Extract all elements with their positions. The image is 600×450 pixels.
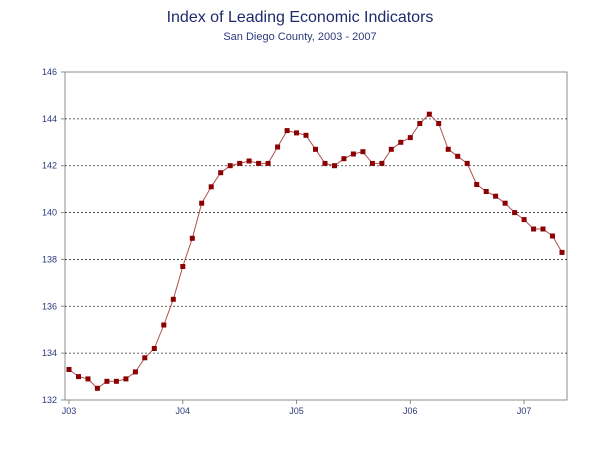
- data-point: [132, 369, 138, 375]
- data-point: [369, 160, 375, 166]
- chart-title: Index of Leading Economic Indicators: [166, 9, 434, 26]
- data-point: [313, 146, 318, 152]
- y-tick-label: 136: [42, 301, 57, 311]
- data-point: [256, 160, 262, 166]
- data-point: [332, 163, 337, 169]
- data-point: [208, 184, 214, 190]
- chart-subtitle: San Diego County, 2003 - 2007: [223, 31, 377, 43]
- data-point: [227, 163, 233, 169]
- data-point: [379, 160, 385, 166]
- data-point: [559, 249, 565, 255]
- data-point: [322, 160, 328, 166]
- data-point: [94, 385, 100, 391]
- data-point: [493, 193, 499, 199]
- y-tick-label: 140: [42, 208, 57, 218]
- data-point: [237, 160, 243, 166]
- data-point: [502, 200, 508, 206]
- x-tick-label: J04: [176, 406, 191, 416]
- y-tick-label: 138: [42, 254, 57, 264]
- x-axis: J03 J04 J05 J06 J07: [62, 400, 532, 416]
- data-point: [113, 378, 119, 384]
- data-point: [464, 160, 470, 166]
- data-point: [123, 376, 129, 382]
- data-point: [398, 139, 404, 145]
- y-axis: 132 134 136 138 140 142 144 146: [42, 67, 65, 405]
- data-point: [104, 378, 110, 384]
- data-point: [303, 132, 309, 138]
- x-tick-label: J05: [289, 406, 304, 416]
- data-point: [341, 156, 347, 162]
- data-point: [360, 149, 366, 155]
- data-point: [550, 233, 555, 239]
- data-point: [417, 121, 423, 126]
- data-point: [436, 121, 442, 126]
- y-tick-label: 146: [42, 67, 57, 77]
- data-point: [170, 296, 176, 302]
- data-point: [426, 111, 432, 117]
- y-tick-label: 132: [42, 395, 57, 405]
- data-point: [474, 182, 480, 187]
- data-point: [388, 146, 394, 152]
- data-point: [246, 158, 252, 164]
- x-tick-label: J03: [62, 406, 77, 416]
- data-point: [265, 160, 271, 166]
- y-tick-label: 134: [42, 348, 57, 358]
- data-point: [294, 130, 299, 136]
- data-point: [275, 144, 281, 150]
- data-point: [540, 226, 546, 232]
- data-point: [483, 189, 489, 194]
- data-point: [407, 135, 413, 141]
- data-point: [180, 264, 186, 269]
- y-tick-label: 142: [42, 161, 57, 171]
- x-tick-label: J06: [403, 406, 418, 416]
- data-point: [142, 355, 148, 361]
- data-points: [66, 111, 565, 391]
- data-point: [512, 210, 518, 216]
- data-point: [455, 153, 461, 159]
- data-point: [218, 170, 224, 176]
- x-tick-label: J07: [517, 406, 532, 416]
- data-point: [85, 376, 91, 382]
- data-point: [199, 200, 205, 206]
- data-point: [66, 367, 72, 372]
- data-point: [161, 322, 167, 328]
- data-point: [284, 128, 290, 134]
- data-point: [521, 217, 527, 223]
- y-tick-label: 144: [42, 114, 57, 124]
- data-point: [151, 346, 157, 351]
- data-point: [531, 226, 537, 232]
- data-point: [189, 235, 195, 241]
- data-point: [445, 146, 451, 152]
- data-point: [350, 151, 356, 157]
- data-point: [76, 374, 81, 380]
- plot-area: [64, 71, 568, 401]
